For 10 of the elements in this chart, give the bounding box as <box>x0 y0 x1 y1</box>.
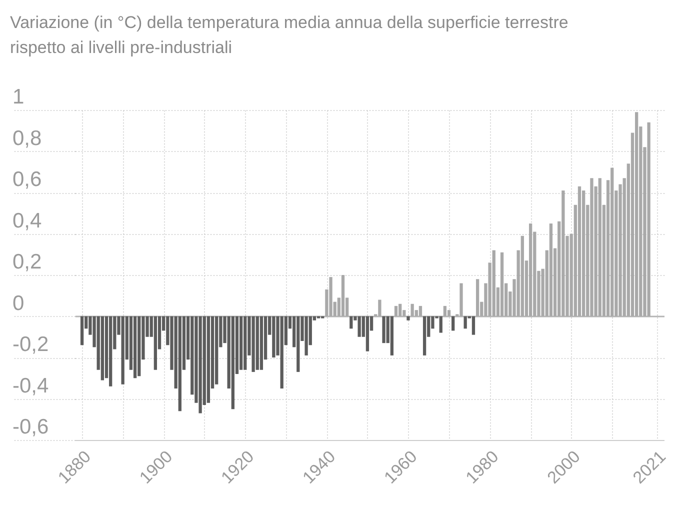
y-tick-label: 0,8 <box>12 126 42 150</box>
y-tick-label: -0,6 <box>12 416 49 438</box>
y-tick-label: 0,2 <box>12 250 42 274</box>
y-tick-label: -0,4 <box>12 374 50 398</box>
y-tick-label: 0,6 <box>12 168 42 191</box>
y-tick-label: 0,4 <box>12 209 42 232</box>
chart-title: Variazione (in °C) della temperatura media annua della superficie terrestre rispetto ai livelli pre-industriali <box>10 13 568 57</box>
y-tick-label: 1 <box>12 86 24 108</box>
y-tick-label: -0,2 <box>12 333 49 356</box>
y-tick-label: 0 <box>12 292 24 315</box>
